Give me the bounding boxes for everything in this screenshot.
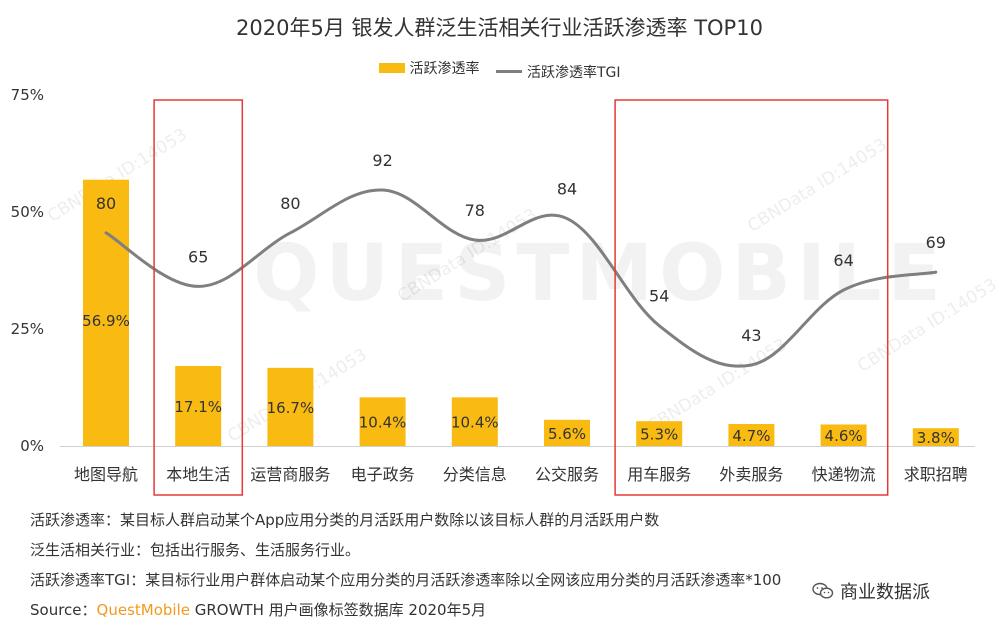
bar [820,424,867,446]
tgi-value-label: 84 [557,180,577,199]
bar-value-label: 16.7% [267,399,315,417]
tgi-value-label: 92 [372,151,392,170]
y-tick-label: 50% [11,203,44,221]
tgi-value-label: 69 [926,233,946,252]
x-tick-label: 运营商服务 [250,465,330,484]
watermark-id-text: CBNData ID:14053 [744,135,890,237]
legend-bar-label: 活跃渗透率 [409,61,480,77]
x-tick-label: 用车服务 [627,465,691,484]
tgi-value-label: 43 [741,326,761,345]
bar-value-label: 17.1% [174,398,222,416]
bar [451,397,498,446]
legend-line-swatch [495,70,522,73]
tgi-value-label: 65 [188,247,208,266]
bar-value-label: 10.4% [451,414,499,432]
x-tick-label: 分类信息 [443,465,507,484]
x-tick-label: 求职招聘 [904,465,968,484]
x-tick-label: 快递物流 [812,465,876,484]
x-tick-label: 公交服务 [535,465,599,484]
note-line: 泛生活相关行业：包括出行服务、生活服务行业。 [30,541,361,559]
tgi-value-label: 80 [96,194,116,213]
source-brand: QuestMobile [96,601,190,619]
bar-value-label: 5.6% [548,425,586,443]
tgi-value-label: 64 [833,251,853,270]
tgi-value-label: 54 [649,287,669,306]
bar [728,424,775,446]
y-tick-label: 25% [11,320,44,338]
tgi-value-label: 80 [280,194,300,213]
chart-title: 2020年5月 银发人群泛生活相关行业活跃渗透率 TOP10 [236,16,763,40]
bar-value-label: 56.9% [82,312,130,330]
bar-value-label: 3.8% [917,429,955,447]
bar [175,365,222,446]
legend-bar-swatch [378,63,405,73]
note-line: 活跃渗透率：某目标人群启动某个App应用分类的月活跃用户数除以该目标人群的月活跃… [30,511,660,529]
x-tick-label: 地图导航 [74,465,138,484]
legend-line-label: 活跃渗透率TGI [526,64,621,81]
note-line: 活跃渗透率TGI：某目标行业用户群体启动某个应用分类的月活跃渗透率除以全网该应用… [30,571,782,589]
source-label: Source： [30,601,97,619]
badge-text: 商业数据派 [840,582,930,603]
x-tick-label: 本地生活 [166,465,230,484]
bar [544,419,590,446]
bar [359,397,406,446]
bar [636,421,683,446]
chart-legend: 活跃渗透率 活跃渗透率TGI [0,58,999,82]
bar-value-label: 5.3% [640,426,678,444]
bar-value-label: 10.4% [359,414,407,432]
source-line: Source：QuestMobile GROWTH 用户画像标签数据库 2020… [30,595,781,625]
bar [267,367,314,446]
wechat-icon [812,582,834,599]
x-tick-label: 外卖服务 [719,465,783,484]
y-tick-label: 75% [11,86,44,104]
highlight-box [614,99,889,496]
bar [912,428,959,446]
tgi-value-label: 78 [465,201,485,220]
bar [83,179,129,446]
legend-item-bar: 活跃渗透率 [378,58,480,78]
wechat-badge: 商业数据派 [808,578,934,604]
bar-value-label: 4.7% [732,427,770,445]
x-tick-label: 电子政务 [351,465,415,484]
legend-item-line: 活跃渗透率TGI [495,62,621,82]
watermark-text: QUESTMOBILE [253,229,947,319]
tgi-series-line [104,188,938,368]
bar-value-label: 4.6% [825,427,863,445]
highlight-box [153,99,244,496]
source-text: GROWTH 用户画像标签数据库 2020年5月 [189,601,487,619]
y-tick-label: 0% [20,437,44,455]
chart-notes: 活跃渗透率：某目标人群启动某个App应用分类的月活跃用户数除以该目标人群的月活跃… [30,505,781,625]
